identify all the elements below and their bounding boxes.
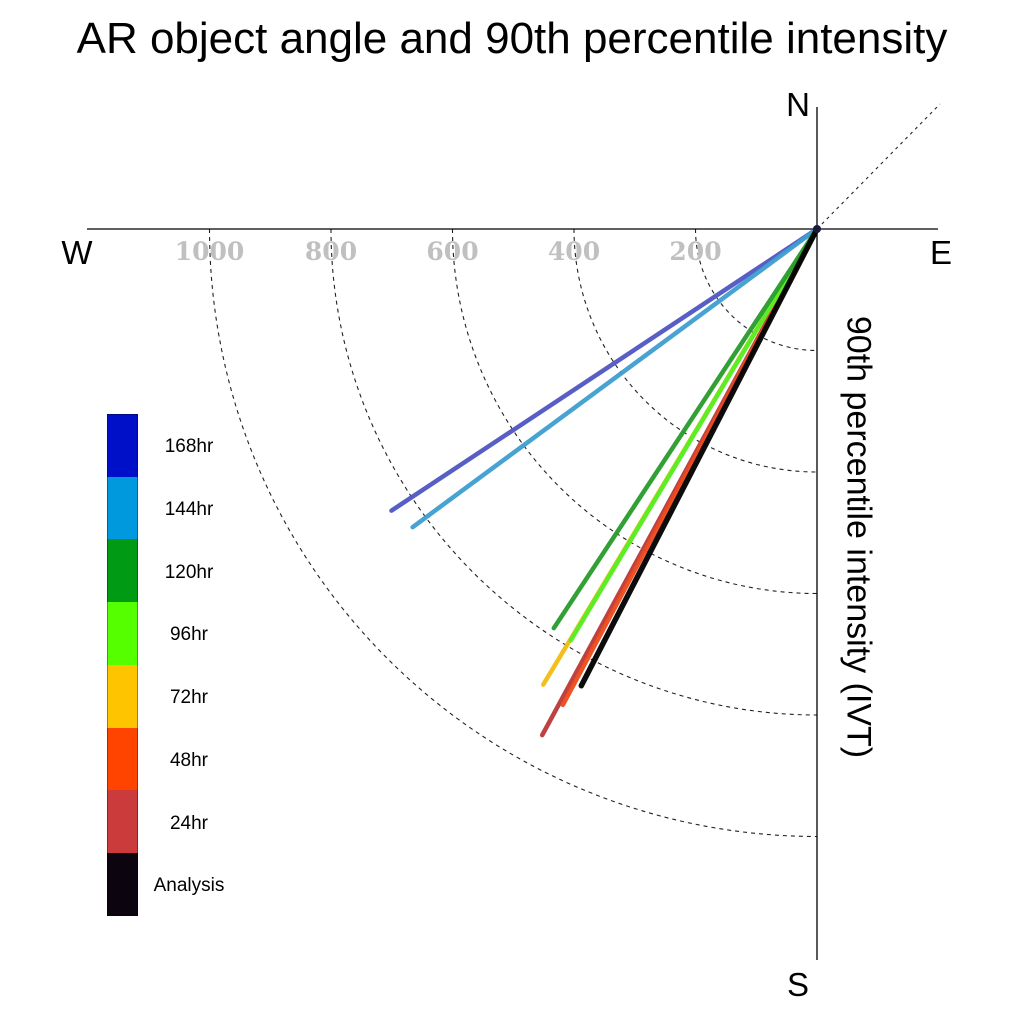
radial-tick-label: 800 (305, 237, 357, 266)
legend-swatch-48hr (107, 727, 138, 791)
legend-swatch-analysis (107, 852, 138, 917)
series-line-120hr (551, 226, 820, 631)
compass-label-north: N (786, 86, 810, 123)
legend-label-analysis: Analysis (153, 875, 225, 897)
grid-arc (451, 228, 818, 595)
legend-label-120hr: 120hr (164, 561, 214, 583)
compass-labels: N S E W (61, 86, 952, 1003)
y-axis-label: 90th percentile intensity (IVT) (839, 315, 878, 759)
chart-title: AR object angle and 90th percentile inte… (76, 14, 948, 63)
series-line-analysis (578, 226, 820, 689)
radial-tick-label: 400 (548, 237, 600, 266)
legend-label-48hr: 48hr (169, 749, 209, 771)
radial-tick-label: 200 (669, 237, 721, 266)
legend-label-24hr: 24hr (169, 812, 209, 834)
legend-label-96hr: 96hr (169, 624, 209, 646)
series-lines (389, 225, 821, 738)
legend-swatch-72hr (107, 664, 138, 728)
legend-label-72hr: 72hr (169, 687, 209, 709)
legend-swatch-120hr (107, 539, 138, 603)
legend-swatch-96hr (107, 602, 138, 666)
radial-tick-label: 600 (426, 237, 478, 266)
legend-swatch-144hr (107, 476, 138, 540)
compass-axes (87, 107, 938, 960)
origin-point (813, 225, 821, 233)
legend-swatch-168hr (107, 414, 138, 478)
legend-frame (107, 414, 138, 916)
compass-label-east: E (930, 234, 952, 271)
series-line-144hr (410, 226, 820, 530)
legend-label-144hr: 144hr (164, 499, 214, 521)
legend-label-168hr: 168hr (164, 436, 214, 458)
series-line-168hr (389, 226, 820, 513)
radial-tick-label: 1000 (175, 237, 245, 266)
compass-label-west: W (61, 234, 93, 271)
grid-arc (694, 228, 818, 352)
grid-arc (208, 228, 818, 838)
legend-swatch-24hr (107, 790, 138, 854)
radial-ticks: 200 400 600 800 1000 (175, 237, 722, 266)
grid-diagonal (816, 103, 941, 230)
series-line-96hr (568, 226, 820, 643)
grid (208, 103, 941, 838)
compass-label-south: S (787, 966, 809, 1003)
grid-arc (330, 228, 818, 716)
